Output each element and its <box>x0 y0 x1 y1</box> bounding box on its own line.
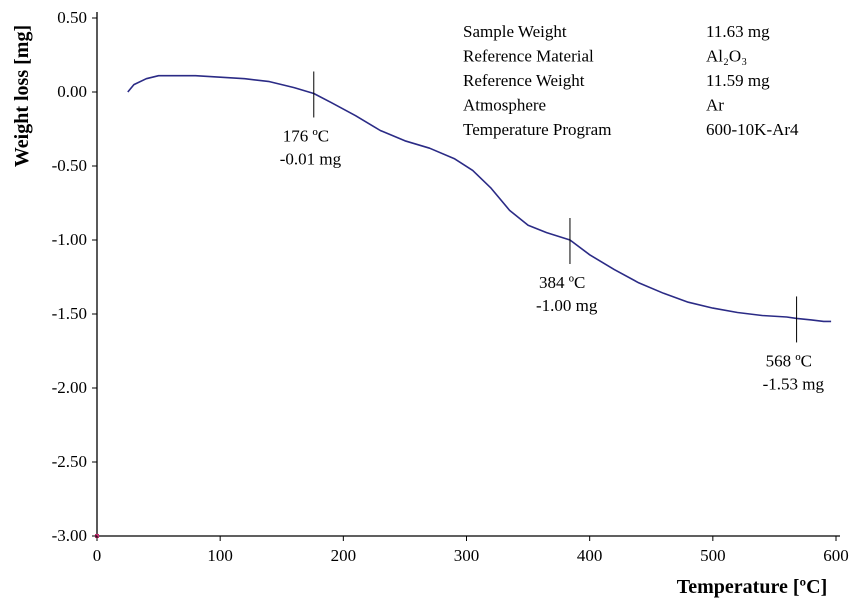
info-label: Reference Weight <box>463 71 585 90</box>
series-layer <box>127 74 832 323</box>
y-tick-label: -2.00 <box>52 378 87 397</box>
info-value: 600-10K-Ar4 <box>706 120 799 139</box>
info-value: 11.59 mg <box>706 71 770 90</box>
annotation-temp-label: 384 ºC <box>539 273 585 292</box>
annotation-mass-label: -0.01 mg <box>280 149 342 168</box>
y-tick-label: 0.50 <box>57 8 87 27</box>
info-table: Sample Weight 11.63 mg Reference Material A… <box>463 22 799 139</box>
x-tick-label: 0 <box>93 546 102 565</box>
x-axis-title: Temperature [ºC] <box>677 576 827 598</box>
x-tick-label: 100 <box>207 546 233 565</box>
axis-ticks: 0.50 0.00 -0.50 -1.00 -1.50 -2.00 -2.50 -3.00 0 1… <box>52 8 849 565</box>
annotation-mass-label: -1.00 mg <box>536 296 598 315</box>
x-tick-label: 200 <box>331 546 357 565</box>
annotation-temp-label: 568 ºC <box>766 351 812 370</box>
annotation-temp-label: 176 ºC <box>283 126 329 145</box>
y-tick-label: -1.50 <box>52 304 87 323</box>
info-label: Atmosphere <box>463 96 546 115</box>
y-axis-title: Weight loss [mg] <box>11 25 33 167</box>
y-tick-label: 0.00 <box>57 82 87 101</box>
info-label: Reference Material <box>463 47 594 66</box>
info-value: Al₂O₃ <box>706 47 747 66</box>
x-tick-label: 400 <box>577 546 603 565</box>
annotation-mass-label: -1.53 mg <box>763 374 825 393</box>
info-label: Sample Weight <box>463 22 567 41</box>
x-tick-label: 500 <box>700 546 726 565</box>
y-tick-label: -1.00 <box>52 230 87 249</box>
annotations-layer: 176 ºC -0.01 mg 384 ºC -1.00 mg 568 ºC -1.53 … <box>280 71 825 393</box>
info-label: Temperature Program <box>463 120 611 139</box>
info-value: Ar <box>706 96 724 115</box>
y-tick-label: -3.00 <box>52 526 87 545</box>
axes <box>95 12 840 538</box>
y-tick-label: -2.50 <box>52 452 87 471</box>
series-line <box>127 74 832 323</box>
y-tick-label: -0.50 <box>52 156 87 175</box>
info-value: 11.63 mg <box>706 22 770 41</box>
x-tick-label: 300 <box>454 546 480 565</box>
x-tick-label: 600 <box>823 546 849 565</box>
